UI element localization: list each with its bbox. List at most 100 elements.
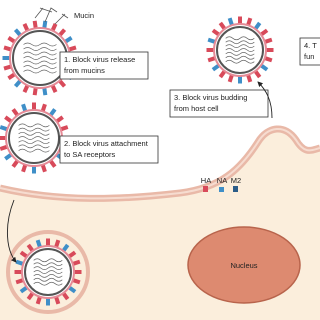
spike [68,45,77,52]
spike [55,115,64,123]
spike [49,108,57,117]
spike [4,153,13,161]
spike [0,136,6,140]
nucleus-label: Nucleus [230,261,257,270]
spike [206,48,214,52]
spike [26,243,35,252]
rna [18,148,50,153]
step1-text: from mucins [64,66,105,75]
rna [33,281,63,286]
rna [225,36,255,41]
rna [23,42,57,47]
spike [21,164,28,173]
spike [32,102,36,110]
step3-text: from host cell [174,104,219,113]
protein-label: NA [217,176,227,185]
protein-label: M2 [231,176,241,185]
spike [54,296,61,305]
spike [264,56,273,63]
ha-icon [203,186,208,192]
step4-text: fun [304,52,314,61]
spike [46,298,50,306]
spike [26,292,35,301]
spike [15,278,24,285]
spike [42,87,48,96]
spike [19,250,28,259]
spike [19,285,28,294]
rna [225,44,255,48]
mucin-strands [34,7,69,25]
spike [218,21,227,30]
spike [32,87,38,96]
step4-box [299,37,320,66]
rna [23,56,57,60]
rna [225,48,255,52]
spike [211,63,220,72]
spike [50,84,58,93]
na-icon [219,187,224,192]
spike [35,296,42,305]
spike [246,17,253,26]
spike [3,45,12,52]
rna [33,277,63,282]
spike [42,20,48,29]
spike [35,239,42,248]
rna [23,51,57,56]
spike [207,56,216,63]
step2-text: 2. Block virus attachment [64,139,149,148]
rna [23,65,57,69]
spike [46,238,50,246]
spike [3,64,12,71]
spike [68,285,77,294]
spike [246,74,253,83]
rna [33,258,63,263]
step2-box [59,135,159,164]
rna [18,140,50,145]
spike [58,79,67,88]
spike [68,250,77,259]
spike [40,103,47,112]
spike [15,259,24,266]
spike [74,270,82,274]
spike [253,21,262,30]
spike [14,270,22,274]
spike [72,278,81,285]
spike [0,125,8,132]
rna [225,55,255,60]
spike [227,17,234,26]
nucleus [187,226,301,304]
rna [23,69,57,74]
arrow-budding [257,81,273,119]
spike [11,108,19,117]
cell-membrane-inner [0,128,320,200]
arrow-endocytosis [6,199,17,263]
spike [218,70,227,79]
rna [33,266,63,270]
spike [264,37,273,44]
spike [60,125,69,132]
spike [238,76,242,84]
spike [2,56,10,60]
spike [49,159,57,168]
spike [13,28,22,37]
rna [225,40,255,45]
spike [40,164,47,173]
protein-label: HA [201,176,211,185]
step1-text: 1. Block virus release [64,55,135,64]
rna [18,127,50,132]
rna [18,123,50,128]
spike [11,159,19,168]
spike [4,115,13,123]
spike [238,16,242,24]
spike [32,166,36,174]
rna [225,59,255,64]
spike [0,144,8,151]
spike [22,84,30,93]
spike [61,243,70,252]
step3-box [169,89,269,118]
rna [23,60,57,65]
spike [7,36,16,44]
m2-icon [233,186,238,192]
spike [260,28,269,37]
